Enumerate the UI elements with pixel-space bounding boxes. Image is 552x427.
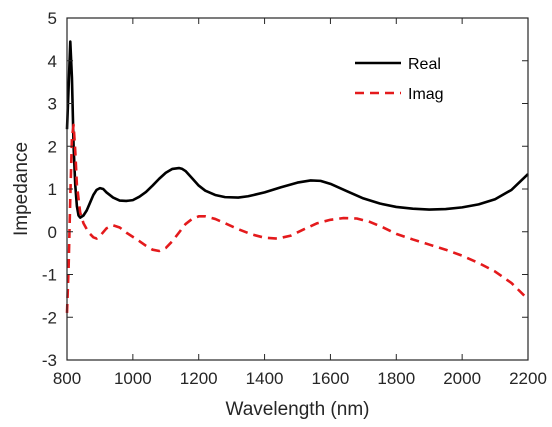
y-tick-label: -1 [42, 266, 57, 285]
x-tick-label: 1000 [114, 369, 152, 388]
series-line-real [65, 40, 529, 219]
y-tick-label: 2 [48, 137, 57, 156]
legend: Real Imag [355, 56, 444, 103]
y-tick-label: 5 [48, 9, 57, 28]
x-axis-label: Wavelength (nm) [226, 399, 370, 420]
x-tick-label: 2200 [509, 369, 547, 388]
x-tick-label: 1800 [377, 369, 415, 388]
y-axis-label: Impedance [11, 142, 32, 236]
x-tick-label: 2000 [443, 369, 481, 388]
y-tick-label: 1 [48, 180, 57, 199]
x-tick-label: 1200 [180, 369, 218, 388]
series-group [65, 40, 529, 314]
series-line-imag [65, 123, 529, 314]
x-tick-label: 1600 [312, 369, 350, 388]
legend-label-real: Real [408, 56, 441, 73]
y-axis-ticks: -3 -2 -1 0 1 2 3 4 5 [42, 9, 528, 370]
y-tick-label: 0 [48, 223, 57, 242]
y-tick-label: -3 [42, 351, 57, 370]
plot-background [67, 18, 528, 360]
plot-area [67, 18, 528, 360]
x-tick-label: 800 [53, 369, 81, 388]
y-tick-label: 3 [48, 95, 57, 114]
x-axis-ticks: 800 1000 1200 1400 1600 1800 2000 2200 [53, 18, 547, 388]
y-tick-label: -2 [42, 308, 57, 327]
x-tick-label: 1400 [246, 369, 284, 388]
y-tick-label: 4 [48, 52, 57, 71]
legend-label-imag: Imag [408, 86, 444, 103]
